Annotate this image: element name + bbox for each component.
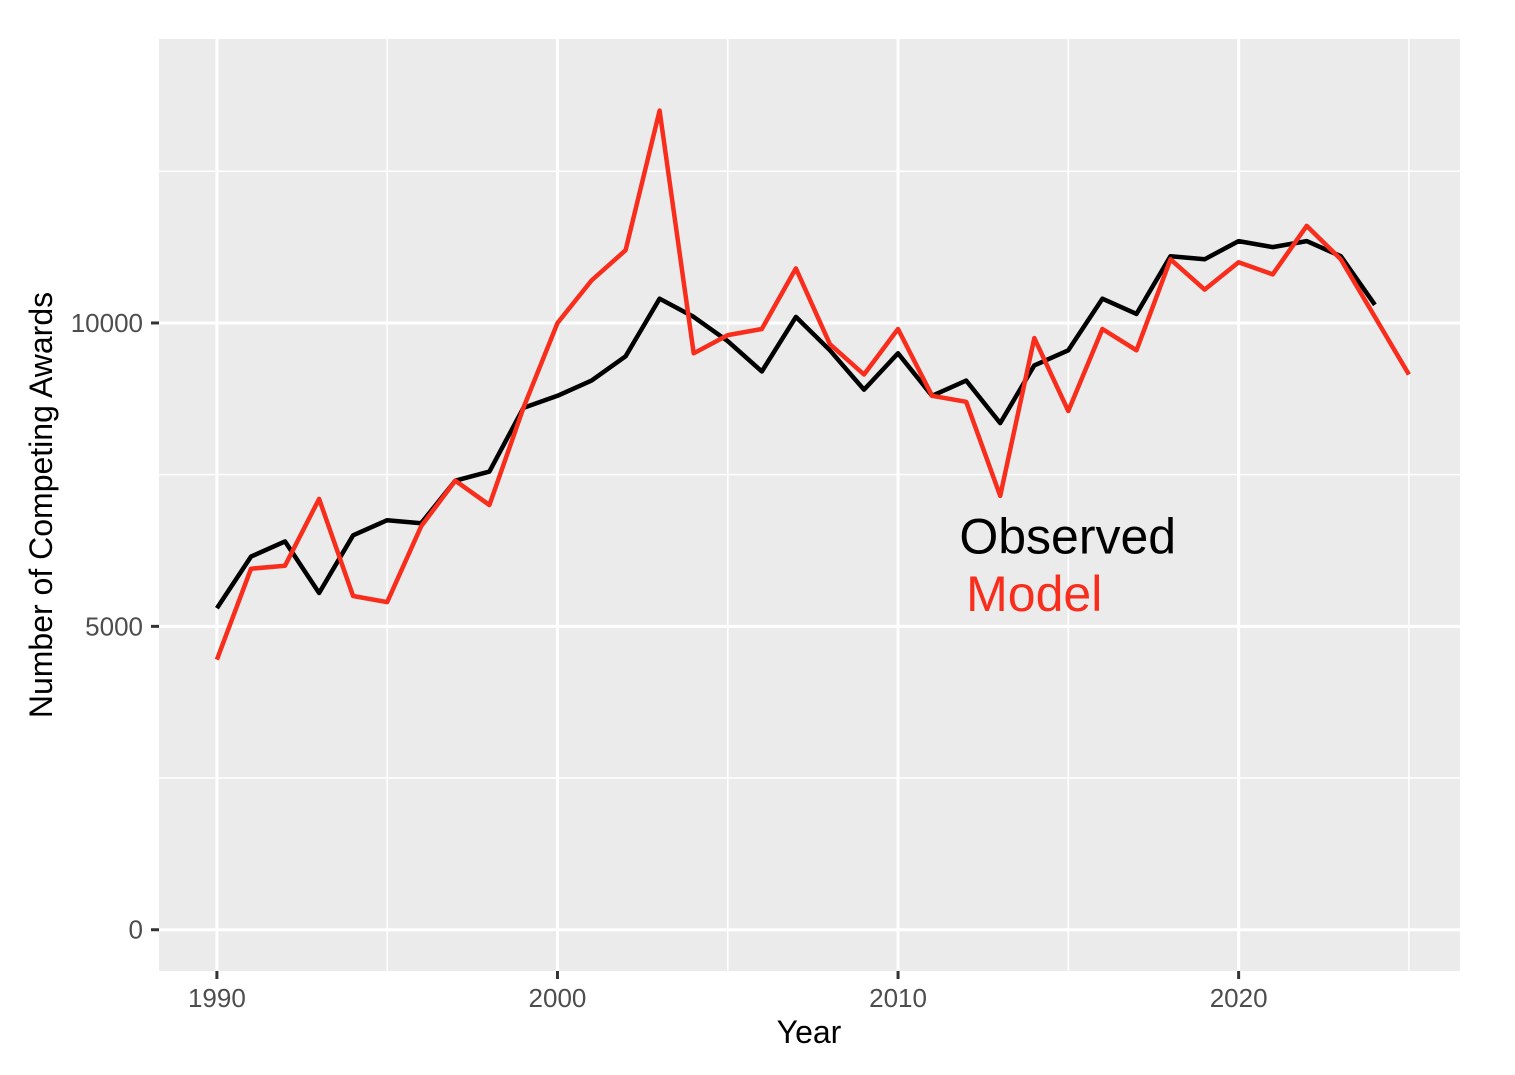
y-tick-label: 0 — [129, 915, 143, 945]
plot-panel-background — [159, 39, 1460, 971]
x-tick-label: 2010 — [869, 983, 927, 1013]
series-line-model — [214, 108, 1411, 661]
x-tick-label: 2000 — [529, 983, 587, 1013]
axis-ticks: 0 5000 10000 1990 2000 2010 2020 — [71, 308, 1268, 1013]
x-tick-label: 2020 — [1210, 983, 1268, 1013]
y-tick-label: 10000 — [71, 308, 143, 338]
y-axis-title: Number of Competing Awards — [23, 292, 59, 718]
data-series — [214, 108, 1411, 661]
plot-panel — [159, 39, 1460, 971]
x-tick-label: 1990 — [188, 983, 246, 1013]
gridlines — [159, 39, 1460, 971]
annotation-model: Model — [966, 566, 1102, 622]
x-axis-title: Year — [777, 1014, 842, 1050]
annotation-observed: Observed — [959, 509, 1176, 565]
series-line-observed — [215, 238, 1377, 610]
y-tick-label: 5000 — [85, 611, 143, 641]
